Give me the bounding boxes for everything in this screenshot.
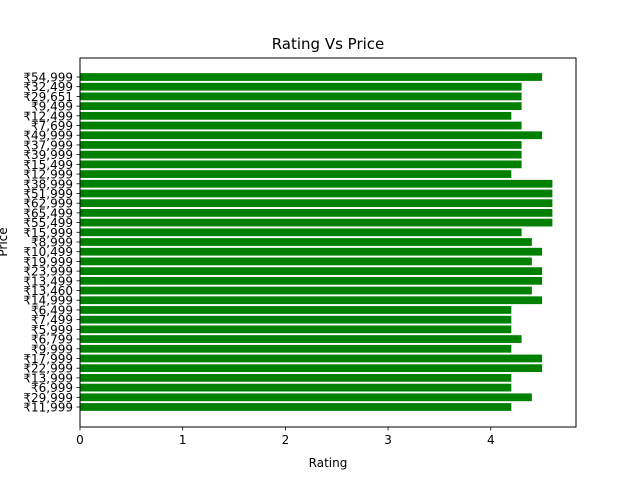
bar [80, 267, 543, 275]
y-tick-label: ₹23,999 [23, 265, 73, 279]
y-tick-label: ₹14,999 [23, 294, 73, 308]
y-tick-label: ₹6,499 [31, 303, 73, 317]
y-tick-label: ₹12,499 [23, 109, 73, 123]
bar [80, 73, 543, 81]
bar [80, 82, 522, 91]
bar [80, 315, 512, 324]
bar [80, 325, 512, 334]
bars-group [80, 73, 553, 411]
bar [80, 92, 522, 101]
plot-frame [79, 57, 577, 428]
bar [80, 218, 553, 227]
bar [80, 383, 512, 392]
y-tick-label: ₹11,999 [23, 401, 73, 415]
y-tick-label: ₹13,460 [23, 284, 73, 298]
bar [80, 364, 543, 373]
y-tick-label: ₹10,499 [23, 245, 73, 259]
y-tick-label: ₹29,999 [23, 391, 73, 405]
bar [80, 276, 543, 285]
chart-title: Rating Vs Price [272, 35, 385, 53]
y-tick-label: ₹37,999 [23, 138, 73, 152]
y-tick-label: ₹6,799 [31, 333, 73, 347]
bar [80, 170, 512, 178]
y-tick-label: ₹5,999 [31, 323, 73, 337]
bar [80, 393, 532, 402]
bar [80, 131, 543, 140]
y-axis-label: Price [0, 227, 10, 256]
bar [80, 111, 512, 120]
y-tick-label: ₹54,999 [23, 71, 73, 85]
y-tick-label: ₹9,499 [31, 100, 73, 114]
x-tick-label: 2 [282, 433, 290, 447]
x-axis-ticks: 0 1 2 3 4 [76, 427, 495, 447]
x-tick-label: 4 [487, 433, 495, 447]
y-tick-label: ₹13,999 [23, 371, 73, 385]
y-tick-label: ₹29,651 [23, 90, 73, 104]
bar [80, 150, 522, 159]
bar [80, 257, 532, 266]
y-tick-label: ₹15,999 [23, 226, 73, 240]
y-tick-label: ₹32,499 [23, 80, 73, 94]
y-tick-label: ₹13,499 [23, 274, 73, 288]
y-tick-label: ₹7,499 [31, 313, 73, 327]
x-tick-label: 0 [76, 433, 84, 447]
x-tick-label: 1 [179, 433, 187, 447]
bar [80, 286, 532, 295]
y-tick-label: ₹49,999 [23, 129, 73, 143]
bar [80, 121, 522, 130]
bar [80, 238, 532, 246]
y-tick-label: ₹38,999 [23, 177, 73, 191]
bar [80, 199, 553, 208]
y-tick-label: ₹6,999 [31, 381, 73, 395]
y-axis-ticks: ₹11,999₹29,999₹6,999₹13,999₹22,999₹17,99… [23, 71, 80, 415]
bar [80, 209, 553, 217]
y-tick-label: ₹17,999 [23, 352, 73, 366]
y-tick-label: ₹15,499 [23, 158, 73, 172]
y-tick-label: ₹19,999 [23, 255, 73, 269]
y-tick-label: ₹62,999 [23, 197, 73, 211]
x-axis-label: Rating [309, 456, 348, 470]
y-tick-label: ₹51,999 [23, 187, 73, 201]
bar [80, 179, 553, 188]
bar [80, 296, 543, 305]
bar [80, 374, 512, 382]
y-tick-label: ₹39,999 [23, 148, 73, 162]
y-tick-label: ₹55,499 [23, 216, 73, 230]
y-tick-label: ₹65,499 [23, 206, 73, 220]
bar [80, 247, 543, 256]
bar [80, 344, 512, 353]
y-tick-label: ₹22,999 [23, 362, 73, 376]
y-tick-label: ₹9,999 [31, 342, 73, 356]
bar [80, 403, 512, 411]
bar [80, 141, 522, 149]
y-tick-label: ₹12,999 [23, 168, 73, 182]
bar [80, 335, 522, 343]
bar [80, 189, 553, 198]
bar [80, 306, 512, 314]
bar [80, 160, 522, 169]
bar [80, 102, 522, 110]
bar [80, 228, 522, 237]
y-tick-label: ₹8,999 [31, 236, 73, 250]
x-tick-label: 3 [384, 433, 392, 447]
bar [80, 354, 543, 363]
y-tick-label: ₹7,699 [31, 119, 73, 133]
